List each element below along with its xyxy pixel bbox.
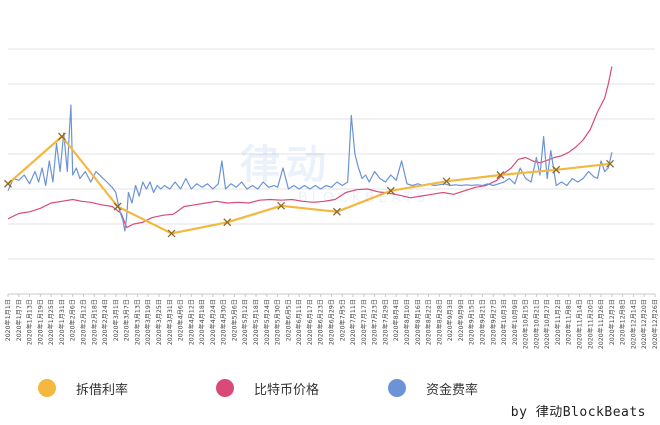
x-tick-label: 2020年6月5日 (284, 299, 292, 341)
data-point-marker (57, 132, 66, 141)
x-tick-label: 2020年11月14日 (576, 299, 584, 349)
x-tick-label: 2020年7月11日 (349, 299, 357, 345)
legend-item-lending-rate: 拆借利率 (38, 376, 128, 400)
x-tick-label: 2020年5月30日 (274, 299, 282, 345)
x-tick-label: 2020年11月8日 (565, 299, 573, 345)
data-point-marker (277, 201, 286, 210)
legend-label-funding-rate: 资金费率 (426, 382, 479, 398)
x-tick-label: 2020年6月23日 (317, 299, 325, 345)
x-tick-label: 2020年8月16日 (414, 299, 422, 345)
legend-label-btc-price: 比特币价格 (254, 382, 320, 398)
data-point-marker (552, 165, 561, 174)
x-tick-label: 2020年11月20日 (586, 299, 594, 349)
chart-legend: 拆借利率 比特币价格 资金费率 (0, 376, 660, 400)
x-tick-label: 2020年8月22日 (425, 299, 433, 345)
x-tick-label: 2020年4月18日 (198, 299, 206, 345)
watermark-subtext: BLOCKBEATS (298, 190, 430, 206)
x-tick-label: 2020年1月19日 (36, 299, 44, 345)
x-tick-label: 2020年9月3日 (446, 299, 454, 341)
x-tick-label: 2020年7月5日 (338, 299, 346, 341)
x-tick-label: 2020年10月27日 (543, 299, 551, 349)
series-line-1 (7, 66, 613, 229)
x-tick-label: 2020年11月2日 (554, 299, 562, 345)
chart-grid (8, 48, 655, 295)
x-tick-label: 2020年6月17日 (306, 299, 314, 345)
legend-swatch-btc-price (216, 379, 234, 397)
x-tick-label: 2020年5月6日 (230, 299, 238, 341)
series-2 (7, 104, 613, 232)
series-line-0 (7, 135, 611, 235)
x-tick-label: 2020年4月24日 (209, 299, 217, 345)
data-point-marker (386, 186, 395, 195)
x-tick-label: 2020年12月26日 (651, 299, 659, 349)
legend-swatch-funding-rate (388, 379, 406, 397)
x-tick-label: 2020年2月24日 (101, 299, 109, 345)
watermark: 律动 BLOCKBEATS (240, 132, 429, 206)
legend-label-lending-rate: 拆借利率 (76, 382, 129, 398)
x-tick-label: 2020年8月28日 (435, 299, 443, 345)
x-tick-label: 2020年12月14日 (629, 299, 637, 349)
x-tick-label: 2020年7月23日 (371, 299, 379, 345)
series-1 (7, 66, 613, 229)
x-tick-label: 2020年12月8日 (619, 299, 627, 345)
x-tick-label: 2020年7月29日 (381, 299, 389, 345)
series-0 (4, 132, 615, 238)
data-point-marker (167, 229, 176, 238)
x-tick-label: 2020年2月6日 (69, 299, 77, 341)
x-tick-label: 2020年1月31日 (58, 299, 66, 345)
legend-item-funding-rate: 资金费率 (388, 376, 478, 400)
x-tick-label: 2020年1月25日 (47, 299, 55, 345)
x-tick-label: 2020年5月12日 (241, 299, 249, 345)
x-tick-label: 2020年6月29日 (328, 299, 336, 345)
x-tick-label: 2020年10月3日 (500, 299, 508, 345)
x-tick-label: 2020年12月20日 (640, 299, 648, 349)
series-layer (4, 66, 615, 238)
x-tick-label: 2020年7月17日 (360, 299, 368, 345)
x-tick-label: 2020年2月12日 (79, 299, 87, 345)
x-tick-label: 2020年11月26日 (597, 299, 605, 349)
x-tick-label: 2020年8月10日 (403, 299, 411, 345)
legend-swatch-lending-rate (38, 379, 56, 397)
x-tick-label: 2020年9月21日 (478, 299, 486, 345)
x-tick-label: 2020年3月13日 (133, 299, 141, 345)
x-tick-label: 2020年10月21日 (532, 299, 540, 349)
x-tick-label: 2020年3月31日 (166, 299, 174, 345)
x-tick-label: 2020年9月9日 (457, 299, 465, 341)
data-point-marker (332, 207, 341, 216)
x-tick-label: 2020年1月7日 (15, 299, 23, 341)
x-axis-ticks: 2020年1月1日 2020年1月7日 2020年1月13日 2020年1月19日 20… (4, 294, 659, 349)
x-tick-label: 2020年5月24日 (263, 299, 271, 345)
x-tick-label: 2020年3月7日 (123, 299, 131, 341)
data-point-marker (223, 218, 232, 227)
legend-item-btc-price: 比特币价格 (216, 376, 319, 400)
data-point-marker (606, 159, 615, 168)
x-tick-label: 2020年1月1日 (4, 299, 12, 341)
x-tick-label: 2020年3月25日 (155, 299, 163, 345)
data-point-marker (442, 177, 451, 186)
x-tick-label: 2020年5月18日 (252, 299, 260, 345)
watermark-logo-text: 律动 (240, 142, 332, 188)
x-tick-label: 2020年6月11日 (295, 299, 303, 345)
x-tick-label: 2020年10月9日 (511, 299, 519, 345)
x-tick-label: 2020年1月13日 (26, 299, 34, 345)
series-line-2 (7, 104, 613, 232)
data-point-marker (4, 179, 12, 188)
x-tick-label: 2020年2月18日 (90, 299, 98, 345)
x-tick-label: 2020年3月1日 (112, 299, 120, 341)
x-tick-label: 2020年10月15日 (522, 299, 530, 349)
x-tick-label: 2020年4月6日 (177, 299, 185, 341)
x-tick-label: 2020年9月15日 (468, 299, 476, 345)
source-credit: by 律动BlockBeats (510, 405, 646, 420)
x-tick-label: 2020年12月2日 (608, 299, 616, 345)
x-tick-label: 2020年8月4日 (392, 299, 400, 341)
data-point-marker (496, 171, 505, 179)
x-tick-label: 2020年4月30日 (220, 299, 228, 345)
x-tick-label: 2020年3月19日 (144, 299, 152, 345)
x-tick-label: 2020年4月12日 (187, 299, 195, 345)
x-tick-label: 2020年9月27日 (489, 299, 497, 345)
data-point-marker (113, 202, 122, 211)
